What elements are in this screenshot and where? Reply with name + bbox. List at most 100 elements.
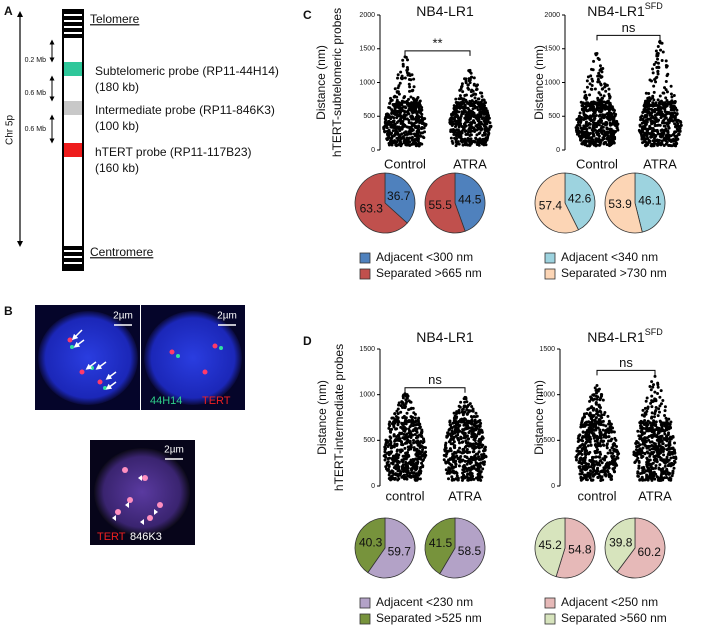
dot-cloud bbox=[574, 384, 621, 482]
y-tick-label: 1000 bbox=[359, 79, 375, 86]
significance-label: ** bbox=[432, 35, 442, 50]
legend-swatch bbox=[359, 597, 371, 609]
legend-swatch bbox=[544, 613, 556, 625]
significance-bracket bbox=[596, 34, 661, 41]
y-tick-label: 2000 bbox=[544, 12, 560, 19]
pie-value-label: 46.1 bbox=[638, 193, 662, 207]
y-tick-label: 0 bbox=[371, 483, 375, 490]
legend-swatch bbox=[544, 268, 556, 280]
x-tick-label: ATRA bbox=[453, 156, 487, 171]
pie-slice bbox=[534, 172, 579, 234]
title-text: NB4-LR1 bbox=[416, 3, 474, 19]
dot-cloud bbox=[632, 374, 678, 482]
pie-value-label: 41.5 bbox=[429, 536, 453, 550]
pie-slice bbox=[616, 517, 666, 579]
y-tick-label: 0 bbox=[371, 147, 375, 154]
significance-bracket bbox=[596, 369, 656, 376]
y-tick-label: 1500 bbox=[544, 46, 560, 53]
panel-label: A bbox=[4, 4, 13, 18]
pie-value-label: 54.8 bbox=[568, 542, 592, 556]
chart-title: NB4-LR1SFD bbox=[587, 327, 663, 344]
y-tick-label: 500 bbox=[363, 437, 375, 444]
legend-label: Separated >560 nm bbox=[561, 611, 667, 625]
pie-value-label: 53.9 bbox=[608, 197, 632, 211]
x-tick-label: Control bbox=[384, 156, 426, 171]
scale-bar-label: 2µm bbox=[164, 445, 184, 456]
x-tick-label: control bbox=[385, 488, 424, 503]
significance-bracket bbox=[404, 50, 471, 56]
y-tick-label: 1000 bbox=[544, 79, 560, 86]
dot-cloud bbox=[448, 68, 493, 148]
pie-slice bbox=[424, 517, 456, 575]
significance-bracket bbox=[404, 387, 466, 393]
pie-slice bbox=[439, 517, 486, 579]
probe-size: (180 kb) bbox=[95, 80, 139, 94]
y-tick-label: 2000 bbox=[359, 12, 375, 19]
y-tick-label: 0 bbox=[551, 483, 555, 490]
y-tick-label: 1000 bbox=[359, 392, 375, 399]
pie-value-label: 60.2 bbox=[638, 545, 662, 559]
probe-size: (100 kb) bbox=[95, 119, 139, 133]
legend-label: Separated >665 nm bbox=[376, 266, 482, 280]
dot-cloud bbox=[637, 39, 683, 148]
x-tick-label: ATRA bbox=[638, 488, 672, 503]
panel-label: D bbox=[303, 334, 312, 348]
axis-label: Chr 5p bbox=[5, 115, 16, 145]
channel-label: TERT bbox=[202, 395, 231, 407]
pie-value-label: 59.7 bbox=[388, 545, 412, 559]
pie-value-label: 45.2 bbox=[538, 538, 562, 552]
distance-label: 0.6 Mb bbox=[25, 90, 47, 97]
x-tick-label: Control bbox=[576, 156, 618, 171]
pie-slice bbox=[555, 517, 596, 579]
title-text: NB4-LR1 bbox=[587, 3, 645, 19]
probe-size: (160 kb) bbox=[95, 161, 139, 175]
legend-swatch bbox=[359, 613, 371, 625]
pie-value-label: 39.8 bbox=[609, 535, 633, 549]
title-text: NB4-LR1 bbox=[587, 329, 645, 345]
y-axis-label: Distance (nm) bbox=[532, 45, 546, 120]
channel-label: TERT bbox=[97, 531, 126, 543]
pie-slice bbox=[384, 172, 416, 224]
panel-label: B bbox=[4, 304, 13, 318]
y-axis-label: Distance (nm) bbox=[532, 380, 546, 455]
legend-label: Adjacent <300 nm bbox=[376, 250, 473, 264]
pie-value-label: 40.3 bbox=[359, 536, 383, 550]
pie-slice bbox=[604, 517, 636, 573]
probe-name: hTERT probe (RP11-117B23) bbox=[95, 145, 252, 159]
telomere-label: Telomere bbox=[90, 12, 140, 26]
pie-slice bbox=[424, 172, 466, 234]
legend-swatch bbox=[544, 597, 556, 609]
legend-label: Adjacent <250 nm bbox=[561, 595, 658, 609]
y-axis-label: hTERT-subtelomeric probes bbox=[330, 8, 344, 157]
title-superscript: SFD bbox=[645, 1, 664, 11]
y-tick-label: 0 bbox=[556, 147, 560, 154]
pie-slice bbox=[534, 517, 566, 578]
pie-value-label: 36.7 bbox=[387, 189, 411, 203]
pie-slice bbox=[454, 172, 486, 232]
pie-slice bbox=[354, 172, 408, 234]
pie-value-label: 44.5 bbox=[458, 193, 482, 207]
probe-name: Intermediate probe (RP11-846K3) bbox=[95, 103, 275, 117]
legend-label: Separated >730 nm bbox=[561, 266, 667, 280]
probe-name: Subtelomeric probe (RP11-44H14) bbox=[95, 64, 279, 78]
scale-bar-label: 2µm bbox=[217, 311, 237, 322]
micrograph bbox=[35, 305, 245, 545]
y-tick-label: 500 bbox=[548, 113, 560, 120]
significance-label: ns bbox=[428, 372, 442, 387]
y-tick-label: 500 bbox=[363, 113, 375, 120]
y-tick-label: 1000 bbox=[539, 392, 555, 399]
pie-slice bbox=[367, 517, 416, 579]
pie-value-label: 55.5 bbox=[429, 198, 453, 212]
title-text: NB4-LR1 bbox=[416, 329, 474, 345]
y-axis-label: Distance (nm) bbox=[314, 45, 328, 120]
legend-swatch bbox=[359, 252, 371, 264]
channel-label: 44H14 bbox=[150, 395, 182, 407]
centromere-label: Centromere bbox=[90, 245, 154, 259]
legend-label: Adjacent <340 nm bbox=[561, 250, 658, 264]
probe-band bbox=[64, 62, 82, 76]
significance-label: ns bbox=[622, 20, 636, 35]
chart-title: NB4-LR1SFD bbox=[587, 1, 663, 18]
significance-label: ns bbox=[619, 355, 633, 370]
title-superscript: SFD bbox=[645, 327, 664, 337]
